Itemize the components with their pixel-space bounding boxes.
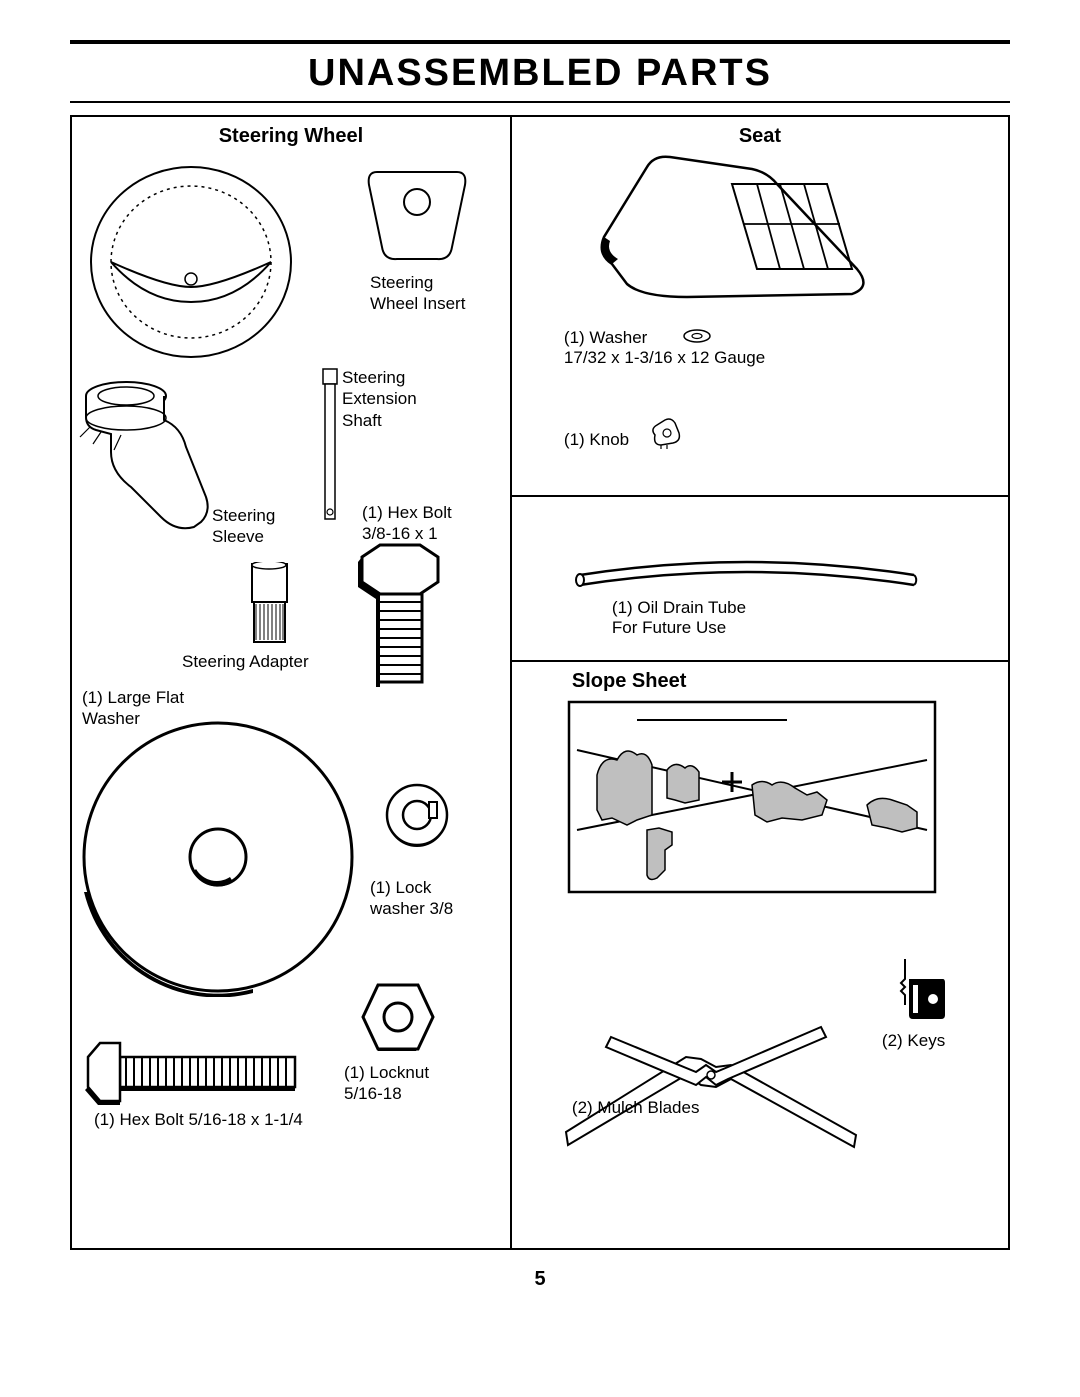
steering-wheel-icon [86,157,296,367]
oil-tube-icon [572,545,922,595]
lockwasher-icon [382,782,452,852]
steering-adapter-icon [242,562,297,647]
blades-label: (2) Mulch Blades [572,1097,700,1118]
keys-icon [887,957,947,1027]
seat-panel: Seat (1) Washer 17/32 x 1-3/16 x 12 Gaug… [512,117,1008,497]
oil-tube-use: For Future Use [612,617,726,638]
steering-adapter-label: Steering Adapter [182,651,309,672]
knob-icon [647,415,683,451]
steering-insert-icon [362,167,472,267]
locknut-label: (1) Locknut 5/16-18 [344,1062,429,1105]
keys-label: (2) Keys [882,1030,945,1051]
seat-heading: Seat [512,117,1008,152]
slope-heading: Slope Sheet [512,662,1008,697]
right-column: Seat (1) Washer 17/32 x 1-3/16 x 12 Gaug… [512,117,1008,1248]
hexbolt1-label: (1) Hex Bolt 3/8-16 x 1 [362,502,452,545]
hexbolt1-icon [350,542,450,687]
page-container: UNASSEMBLED PARTS Steering Wheel Steerin… [0,0,1080,1397]
seat-icon [592,149,882,304]
flatwasher-icon [78,717,358,997]
steering-heading: Steering Wheel [72,117,510,152]
rule-bottom [70,101,1010,103]
steering-sleeve-icon [76,372,216,552]
seat-knob-label: (1) Knob [564,429,629,450]
hexbolt2-icon [82,1037,302,1107]
seat-washer-label: (1) Washer [564,327,647,348]
rule-top [70,40,1010,44]
mulch-blades-icon [556,1017,866,1157]
hexbolt2-label: (1) Hex Bolt 5/16-18 x 1-1/4 [94,1109,303,1130]
oil-tube-label: (1) Oil Drain Tube [612,597,746,618]
steering-insert-label: Steering Wheel Insert [370,272,465,315]
slope-panel: Slope Sheet [512,662,1008,1248]
steering-shaft-label: Steering Extension Shaft [342,367,417,431]
steering-column: Steering Wheel Steering Wheel Insert [72,117,512,1248]
oil-panel: (1) Oil Drain Tube For Future Use [512,497,1008,662]
slope-sheet-icon [567,700,937,895]
lockwasher-label: (1) Lock washer 3/8 [370,877,453,920]
content-frame: Steering Wheel Steering Wheel Insert [70,115,1010,1250]
seat-washer-dims: 17/32 x 1-3/16 x 12 Gauge [564,347,765,368]
page-number: 5 [70,1268,1010,1291]
locknut-icon [358,977,438,1057]
washer-oval-icon [682,328,712,344]
page-title: UNASSEMBLED PARTS [70,52,1010,95]
steering-sleeve-label: Steering Sleeve [212,505,275,548]
steering-shaft-icon [315,367,345,537]
